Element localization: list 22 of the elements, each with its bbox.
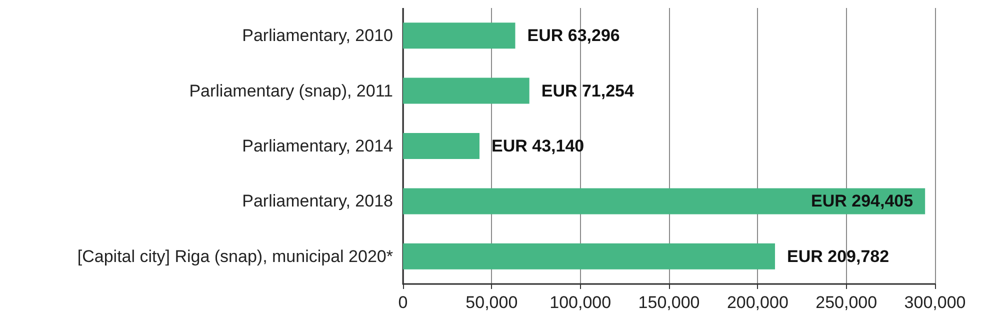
data-label: EUR 43,140 <box>492 136 584 156</box>
x-tick-label: 150,000 <box>638 293 700 312</box>
bar <box>403 188 926 214</box>
x-tick-label: 200,000 <box>726 293 788 312</box>
x-tick-label: 50,000 <box>466 293 518 312</box>
y-tick-label: Parliamentary, 2014 <box>242 136 393 156</box>
bar <box>403 133 480 159</box>
bar <box>403 243 776 270</box>
data-label: EUR 71,254 <box>541 81 635 100</box>
data-label: EUR 209,782 <box>787 246 890 266</box>
y-tick-label: [Capital city] Riga (snap), municipal 2020* <box>77 246 394 266</box>
x-tick-label: 100,000 <box>550 293 612 312</box>
y-tick-label: Parliamentary, 2010 <box>242 26 393 46</box>
y-tick-label: Parliamentary, 2018 <box>242 192 393 211</box>
y-tick-label: Parliamentary (snap), 2011 <box>189 81 393 100</box>
x-tick-label: 250,000 <box>816 293 878 312</box>
x-tick-label: 300,000 <box>904 293 966 312</box>
bar <box>403 78 530 104</box>
data-label: EUR 294,405 <box>811 192 914 211</box>
data-label: EUR 63,296 <box>527 26 620 46</box>
x-tick-label: 0 <box>398 293 408 312</box>
bar <box>403 22 516 49</box>
